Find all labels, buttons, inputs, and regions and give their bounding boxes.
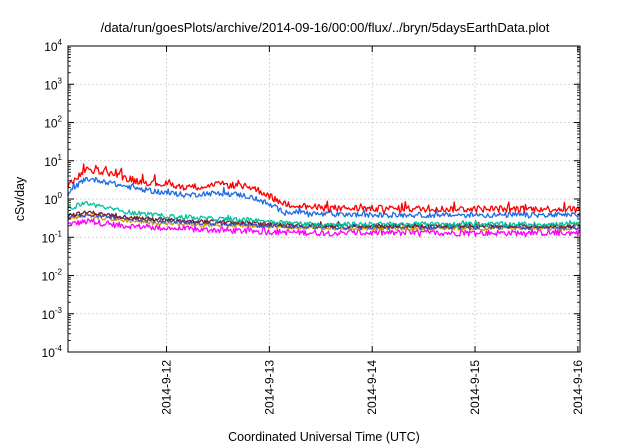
y-tick-label: 101 [44,153,62,169]
series-layer [67,163,581,238]
y-tick-label: 103 [44,76,62,92]
y-tick-label: 10-3 [42,306,63,322]
y-tick-label: 10-4 [42,344,63,360]
x-tick-label: 2014-9-12 [160,360,174,415]
chart-title: /data/run/goesPlots/archive/2014-09-16/0… [101,20,550,35]
x-tick-label: 2014-9-14 [365,360,379,415]
series-line-1 [67,163,581,214]
y-tick-label: 102 [44,115,62,131]
grid [68,46,580,352]
y-tick-label: 10-1 [42,229,63,245]
series-line-3 [67,200,581,228]
series-line-7 [68,218,581,238]
y-axis: 10-4 10-3 10-2 10-1 100 101 102 103 104 [42,38,580,360]
x-axis-label: Coordinated Universal Time (UTC) [228,430,420,444]
series-line-2 [67,176,581,219]
x-axis: 2014-9-12 2014-9-13 2014-9-14 2014-9-15 2014… [160,46,585,415]
x-tick-label: 2014-9-16 [571,360,585,415]
y-tick-label: 104 [44,38,62,54]
y-tick-label: 10-2 [42,268,63,284]
y-axis-label: cSv/day [13,176,27,221]
x-tick-label: 2014-9-13 [262,360,276,415]
x-tick-label: 2014-9-15 [468,360,482,415]
y-tick-label: 100 [44,191,62,207]
